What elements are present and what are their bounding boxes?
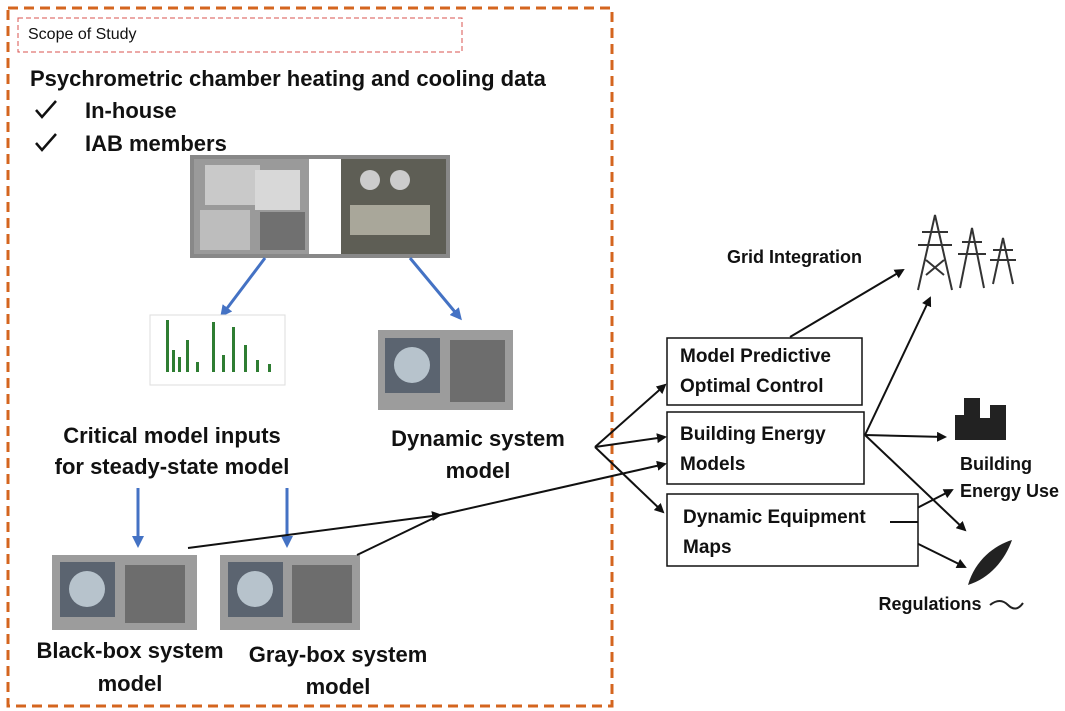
node-label: model: [306, 674, 371, 699]
node-label: for steady-state model: [55, 454, 290, 479]
node-label: Black-box system: [36, 638, 223, 663]
node-label: Building: [960, 454, 1032, 474]
node-label: Energy Use: [960, 481, 1059, 501]
node-label: model: [98, 671, 163, 696]
node-label: Model Predictive: [680, 346, 831, 367]
check-item: IAB members: [85, 131, 227, 156]
chart-icon: [150, 315, 285, 385]
heading: Psychrometric chamber heating and coolin…: [30, 66, 547, 91]
check-icons: [36, 101, 56, 150]
scope-label: Scope of Study: [28, 26, 137, 43]
node-label: model: [446, 458, 511, 483]
arrow: [410, 258, 460, 318]
node-label: Critical model inputs: [63, 423, 281, 448]
check-item: In-house: [85, 98, 177, 123]
unit-icon: [378, 330, 513, 410]
node-label: Dynamic Equipment: [683, 507, 866, 528]
node-label: Gray-box system: [249, 642, 428, 667]
node-label: Optimal Control: [680, 376, 824, 397]
unit-icon: [52, 555, 197, 630]
photo-collage: [190, 155, 450, 258]
tower-icon: [918, 215, 1016, 290]
unit-icon: [220, 555, 360, 630]
diagram: Scope of Study Psychrometric chamber hea…: [0, 0, 1065, 711]
node-label: Dynamic system: [391, 426, 565, 451]
node-label: Building Energy: [680, 424, 826, 445]
node-label: Regulations: [878, 594, 981, 614]
node-label: Models: [680, 454, 745, 475]
node-label: Maps: [683, 537, 732, 558]
arrow: [222, 258, 265, 315]
building-icon: [955, 398, 1006, 440]
node-label: Grid Integration: [727, 247, 862, 267]
